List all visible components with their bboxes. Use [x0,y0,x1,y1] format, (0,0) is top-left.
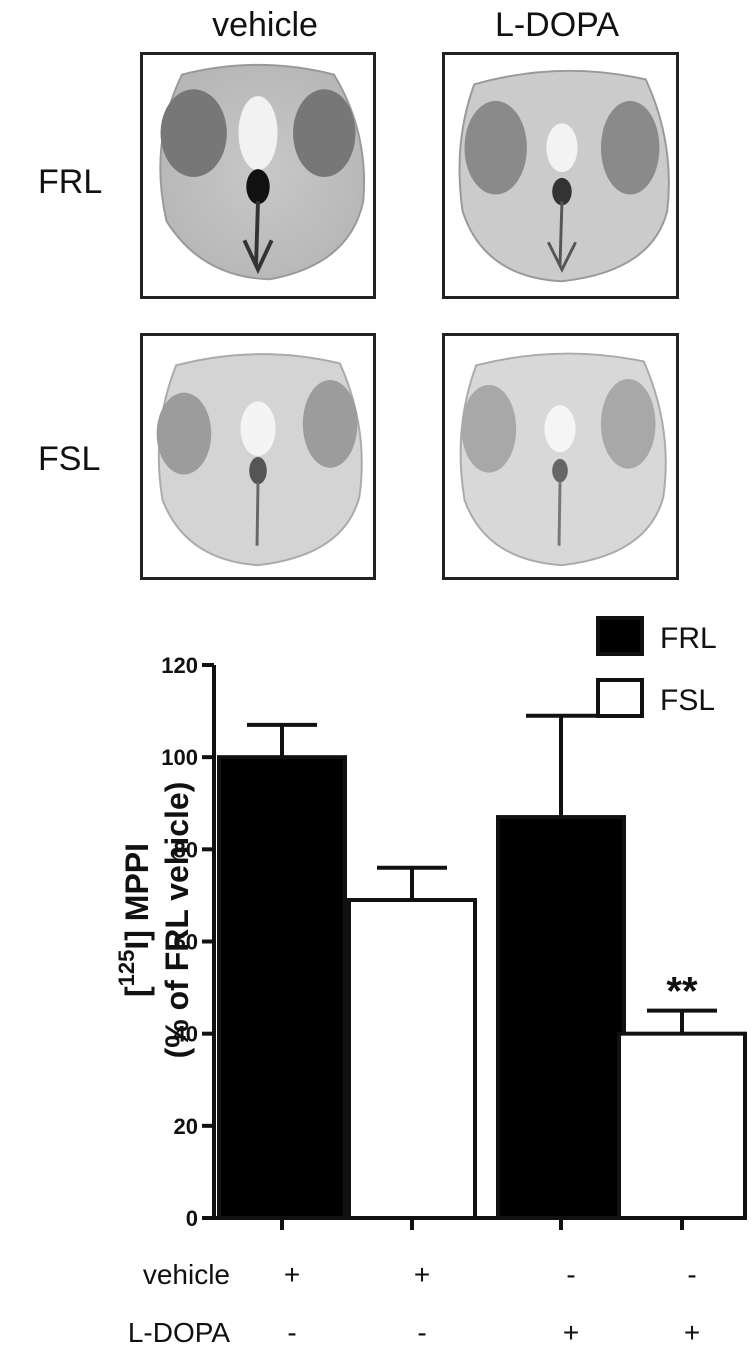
condition-table: vehicle + + - - L-DOPA - - + + [128,1259,700,1348]
bar-3-frl [496,815,626,1220]
condition-mark: - [417,1317,426,1348]
brain-section-image [459,352,667,567]
legend-swatch-fsl [596,678,644,718]
bar-chart: 0 20 40 60 80 100 120 ** FRL FSL vehicle + + - - L-D… [114,616,747,1348]
y-tick-label: 80 [174,837,198,862]
condition-mark: - [566,1259,575,1290]
condition-mark: + [284,1259,300,1290]
condition-mark: + [563,1317,579,1348]
y-axis-label-line2: (% of FRL vehicle) [159,782,195,1059]
brain-section-image [159,63,366,281]
significance-annotation: ** [666,970,698,1014]
bar-4-fsl [617,1031,747,1220]
bar-1-frl [217,755,347,1221]
legend-label-frl: FRL [660,622,717,655]
y-axis-label-line1: [125I] MPPI [114,843,155,997]
y-tick-label: 0 [186,1206,198,1231]
y-tick-label: 100 [161,745,198,770]
autoradiograph-frl-ldopa [442,52,679,299]
condition-mark: - [687,1259,696,1290]
condition-mark: - [287,1317,296,1348]
bars: ** [217,713,747,1230]
autoradiograph-frl-vehicle [140,52,376,299]
autoradiograph-fsl-ldopa [442,333,679,580]
autoradiograph-fsl-vehicle [140,333,376,580]
condition-mark: + [684,1317,700,1348]
bar-2-fsl [347,898,477,1220]
y-tick-label: 40 [174,1022,198,1047]
condition-label-0: vehicle [143,1259,230,1290]
brain-section-image [156,353,363,567]
column-label-vehicle: vehicle [212,6,318,44]
brain-section-image [458,69,670,283]
y-tick-label: 20 [174,1114,198,1139]
column-label-ldopa: L-DOPA [494,6,620,44]
legend-swatch-frl [596,616,644,656]
y-tick-label: 60 [174,930,198,955]
legend-label-fsl: FSL [660,684,715,717]
condition-label-1: L-DOPA [128,1317,230,1348]
legend: FRL FSL [596,616,717,718]
row-label-frl: FRL [38,163,103,201]
row-label-fsl: FSL [38,440,101,478]
y-tick-label: 120 [161,653,198,678]
condition-mark: + [414,1259,430,1290]
